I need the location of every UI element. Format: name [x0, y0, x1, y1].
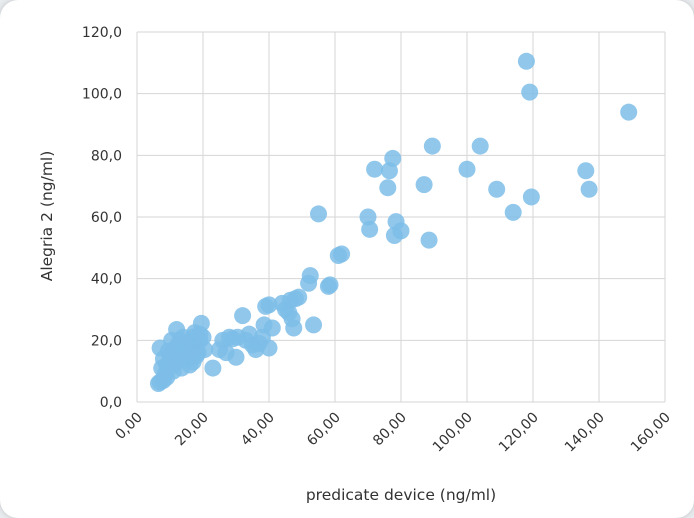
data-point [227, 348, 245, 366]
x-tick-label: 0,00 [112, 410, 145, 443]
data-point [423, 137, 441, 155]
x-tick-label: 80,00 [370, 410, 410, 450]
data-point [159, 342, 177, 360]
data-point [290, 288, 308, 306]
x-tick-label: 100,00 [430, 410, 476, 456]
data-point [379, 179, 397, 197]
data-point [260, 296, 278, 314]
grid-lines [136, 31, 666, 403]
data-point [234, 307, 252, 325]
data-point [420, 231, 438, 249]
data-point [305, 316, 323, 334]
y-tick-label: 20,0 [91, 333, 122, 349]
x-tick-label: 40,00 [238, 410, 278, 450]
data-point [285, 319, 303, 337]
x-tick-label: 20,00 [172, 410, 212, 450]
data-point [310, 205, 327, 223]
y-tick-label: 0,0 [100, 395, 122, 411]
data-point [620, 103, 638, 121]
y-tick-label: 40,0 [91, 272, 122, 288]
y-tick-label: 120,0 [82, 25, 122, 41]
data-point [366, 160, 384, 178]
y-tick-label: 100,0 [82, 87, 122, 103]
y-axis-title: Alegria 2 (ng/ml) [38, 151, 56, 282]
x-tick-label: 160,00 [628, 410, 674, 456]
x-tick-labels: 0,00 20,00 40,00 60,00 80,00 100,00 120,00 140,… [112, 410, 673, 456]
data-point [471, 137, 489, 155]
data-point [580, 180, 598, 198]
data-point [361, 220, 379, 238]
data-point [263, 319, 281, 337]
data-point [415, 176, 433, 194]
data-point [488, 180, 506, 198]
data-point [384, 149, 402, 167]
data-points [149, 52, 638, 392]
data-point [187, 347, 205, 365]
data-point [392, 222, 410, 240]
data-point [191, 325, 209, 343]
y-tick-label: 80,0 [91, 148, 122, 164]
data-point [458, 160, 476, 178]
data-point [521, 83, 539, 101]
y-tick-label: 60,0 [91, 210, 122, 226]
x-axis-title: predicate device (ng/ml) [306, 486, 496, 504]
data-point [333, 245, 351, 263]
x-tick-label: 120,00 [496, 410, 542, 456]
data-point [173, 359, 191, 377]
y-tick-labels: 0,0 20,0 40,0 60,0 80,0 100,0 120,0 [82, 25, 122, 411]
x-tick-label: 60,00 [304, 410, 344, 450]
data-point [577, 162, 595, 180]
data-point [260, 339, 278, 357]
data-point [301, 267, 319, 285]
data-point [321, 276, 339, 294]
data-point [522, 188, 540, 206]
data-point [504, 203, 522, 221]
x-tick-label: 140,00 [562, 410, 608, 456]
data-point [204, 359, 222, 377]
data-point [517, 52, 535, 70]
